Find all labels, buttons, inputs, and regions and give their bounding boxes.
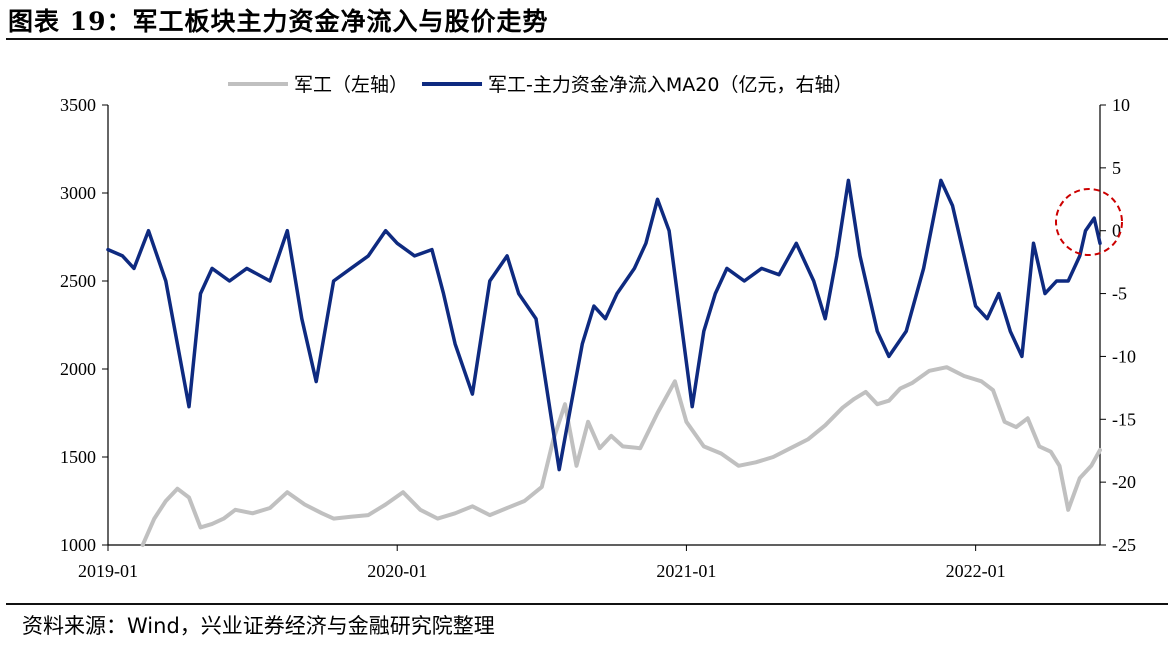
axes: 1000 1500 2000 2500 3000 3500 -25 -20 -15 -10 -5 0 5…	[60, 95, 1136, 581]
left-tick-label: 2000	[60, 359, 96, 379]
series-line-flow	[106, 178, 1102, 472]
legend-label: 军工-主力资金净流入MA20（亿元，右轴）	[488, 74, 852, 96]
right-tick-label: 5	[1112, 158, 1121, 178]
left-tick-label: 2500	[60, 271, 96, 291]
source-note: 资料来源：Wind，兴业证券经济与金融研究院整理	[22, 614, 495, 638]
highlight-circle	[1055, 188, 1123, 256]
right-tick-label: -15	[1112, 409, 1136, 429]
x-tick-label: 2021-01	[656, 561, 716, 581]
right-tick-label: 10	[1112, 95, 1130, 115]
x-tick-label: 2022-01	[946, 561, 1006, 581]
x-tick-label: 2019-01	[78, 561, 138, 581]
left-tick-label: 1000	[60, 535, 96, 555]
right-tick-label: -10	[1112, 346, 1136, 366]
source-rule	[6, 603, 1168, 605]
chart: 1000 1500 2000 2500 3000 3500 -25 -20 -15 -10 -5 0 5…	[60, 74, 1136, 581]
left-tick-label: 1500	[60, 447, 96, 467]
title-rule	[6, 38, 1168, 40]
right-tick-label: -20	[1112, 472, 1136, 492]
right-tick-label: -5	[1112, 284, 1127, 304]
series-lines	[106, 178, 1102, 547]
left-tick-label: 3500	[60, 95, 96, 115]
x-tick-label: 2020-01	[367, 561, 427, 581]
right-tick-label: 0	[1112, 221, 1121, 241]
figure-title: 图表 19：军工板块主力资金净流入与股价走势	[8, 7, 549, 36]
legend-label: 军工（左轴）	[294, 74, 408, 96]
left-tick-label: 3000	[60, 183, 96, 203]
right-tick-label: -25	[1112, 535, 1136, 555]
legend: 军工（左轴） 军工-主力资金净流入MA20（亿元，右轴）	[228, 74, 852, 96]
series-line-index	[140, 365, 1102, 547]
